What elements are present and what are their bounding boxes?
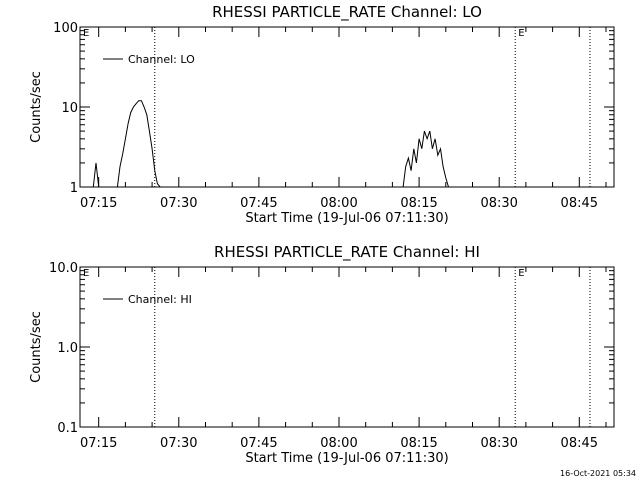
event-marker-label: E: [518, 268, 524, 279]
x-tick-label: 07:45: [240, 196, 277, 211]
y-tick-label: 1.0: [57, 341, 78, 356]
x-tick-label: 08:30: [480, 196, 517, 211]
x-tick-label: 08:15: [400, 196, 437, 211]
series-line: [92, 100, 452, 188]
x-tick-label: 08:00: [320, 436, 357, 451]
event-marker-label: E: [83, 268, 89, 279]
x-tick-label: 08:15: [400, 436, 437, 451]
panel-lo: RHESSI PARTICLE_RATE Channel: LO 1 10 100 07…: [29, 3, 615, 226]
y-tick-label: 10: [61, 101, 78, 116]
panel-hi: RHESSI PARTICLE_RATE Channel: HI 0.1 1.0 10…: [29, 243, 615, 466]
plot-frame: [79, 26, 615, 188]
x-tick-label: 08:30: [480, 436, 517, 451]
legend-label: Channel: HI: [128, 293, 192, 306]
chart-title: RHESSI PARTICLE_RATE Channel: HI: [214, 243, 480, 262]
event-marker-label: E: [83, 28, 89, 39]
x-tick-label: 07:45: [240, 436, 277, 451]
x-tick-label: 07:30: [160, 196, 197, 211]
plot-frame: [79, 266, 615, 428]
x-tick-label: 08:00: [320, 196, 357, 211]
chart-title: RHESSI PARTICLE_RATE Channel: LO: [212, 3, 482, 22]
x-axis-label: Start Time (19-Jul-06 07:11:30): [245, 211, 448, 226]
y-tick-label: 100: [53, 21, 78, 36]
y-axis-label: Counts/sec: [29, 71, 44, 143]
event-marker-label: E: [518, 28, 524, 39]
footer-date: 16-Oct-2021 05:34: [560, 469, 636, 478]
x-tick-label: 07:30: [160, 436, 197, 451]
y-tick-label: 10.0: [49, 261, 78, 276]
x-tick-label: 08:45: [561, 436, 598, 451]
y-tick-label: 0.1: [57, 421, 78, 436]
x-tick-label: 07:15: [80, 196, 117, 211]
x-tick-label: 07:15: [80, 436, 117, 451]
x-tick-label: 08:45: [561, 196, 598, 211]
x-axis-label: Start Time (19-Jul-06 07:11:30): [245, 451, 448, 466]
legend-label: Channel: LO: [128, 53, 195, 66]
y-tick-label: 1: [70, 181, 78, 196]
y-axis-label: Counts/sec: [29, 311, 44, 383]
